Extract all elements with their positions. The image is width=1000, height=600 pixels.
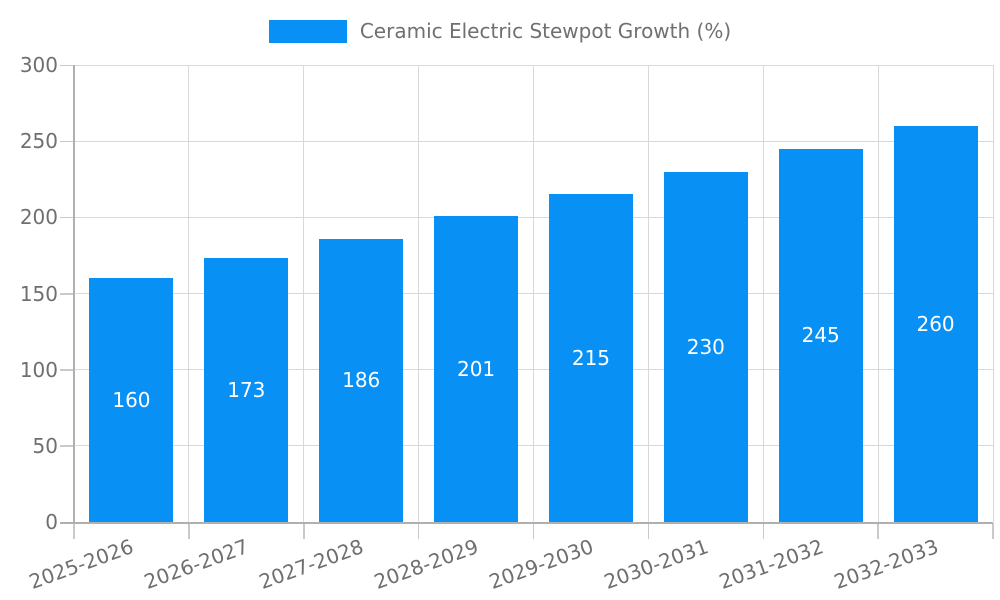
- x-axis-line: [60, 521, 993, 524]
- bar: [663, 171, 748, 522]
- y-tick-label: 0: [45, 510, 58, 534]
- x-tick-label: 2031-2032: [715, 534, 827, 594]
- x-gridline: [877, 65, 879, 522]
- bar: [89, 278, 174, 522]
- x-gridline: [533, 65, 534, 522]
- bar-value-label: 160: [112, 388, 151, 413]
- x-axis-tick: [303, 523, 305, 539]
- y-axis-tick: [60, 293, 74, 295]
- bar: [778, 148, 863, 522]
- x-gridline: [303, 65, 305, 522]
- x-gridline: [992, 65, 994, 522]
- legend-swatch: [268, 19, 347, 43]
- x-tick-label: 2025-2026: [26, 534, 137, 594]
- x-axis-tick: [762, 523, 764, 539]
- y-tick-label: 100: [19, 357, 58, 382]
- bar-value-label: 245: [801, 323, 840, 348]
- x-tick-label: 2029-2030: [485, 534, 597, 594]
- x-tick-label: 2032-2033: [830, 534, 942, 594]
- y-tick-label: 250: [19, 129, 58, 154]
- x-axis-tick: [73, 523, 75, 539]
- bar: [893, 125, 978, 522]
- bar-value-label: 186: [342, 368, 381, 393]
- x-axis-tick: [417, 523, 420, 539]
- bar-value-label: 173: [227, 378, 266, 403]
- x-tick-label: 2026-2027: [141, 534, 252, 594]
- y-axis-tick: [60, 216, 74, 219]
- y-tick-label: 50: [32, 433, 58, 458]
- x-axis-tick: [532, 523, 535, 539]
- x-gridline: [647, 65, 649, 522]
- y-axis-tick: [60, 140, 74, 143]
- x-axis-tick: [877, 523, 879, 539]
- bar: [319, 238, 404, 522]
- y-axis-tick: [60, 64, 74, 66]
- bar: [204, 258, 289, 522]
- y-tick-label: 150: [19, 281, 58, 306]
- x-gridline: [418, 65, 420, 522]
- y-axis-tick: [60, 445, 74, 447]
- y-axis-tick: [60, 369, 74, 371]
- x-tick-label: 2027-2028: [256, 534, 367, 594]
- legend: Ceramic Electric Stewpot Growth (%): [0, 19, 1000, 43]
- x-axis-tick: [647, 523, 650, 539]
- x-axis-tick: [992, 523, 994, 539]
- bar-value-label: 260: [916, 311, 955, 336]
- x-tick-label: 2030-2031: [600, 534, 712, 594]
- bar-value-label: 201: [456, 356, 496, 381]
- y-axis-line: [73, 65, 75, 523]
- bar: [548, 194, 633, 522]
- bar: [434, 215, 519, 522]
- x-tick-label: 2028-2029: [370, 534, 482, 594]
- bar-value-label: 215: [571, 346, 611, 371]
- y-tick-label: 300: [19, 53, 58, 77]
- y-tick-label: 200: [19, 205, 58, 230]
- legend-label: Ceramic Electric Stewpot Growth (%): [359, 19, 732, 43]
- x-axis-tick: [188, 523, 190, 539]
- bar-value-label: 230: [686, 334, 725, 359]
- x-gridline: [762, 65, 764, 522]
- x-gridline: [188, 65, 190, 522]
